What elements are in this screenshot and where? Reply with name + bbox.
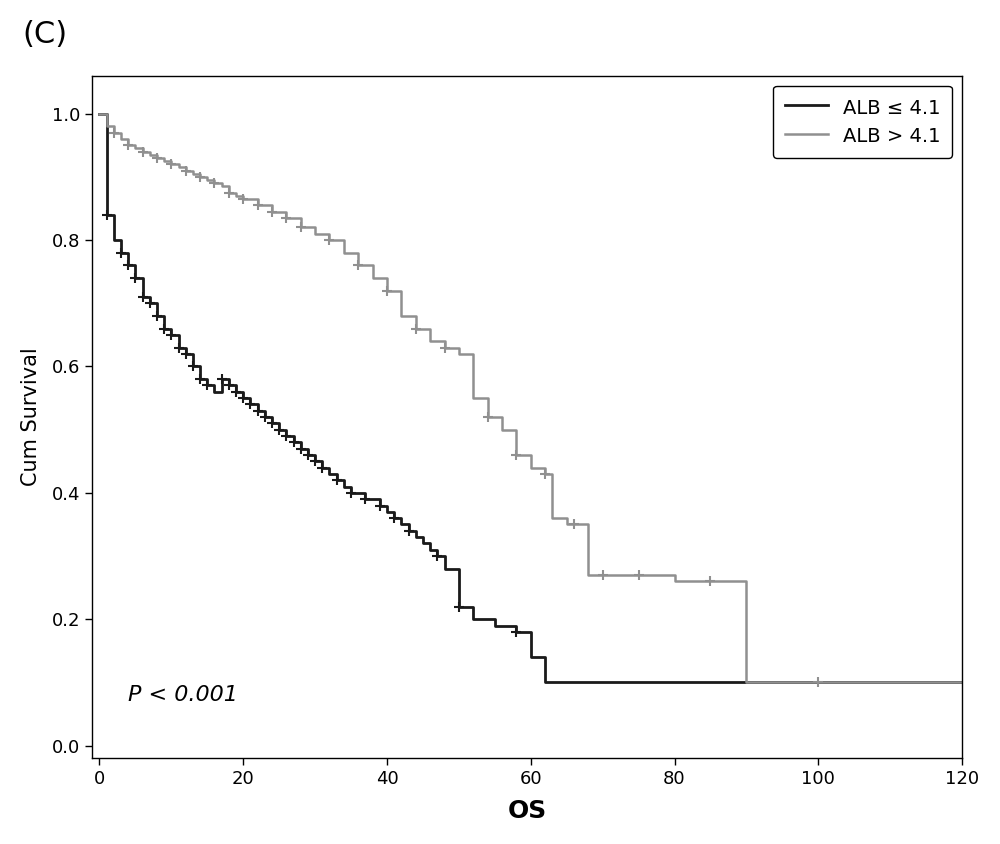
X-axis label: OS: OS [508,799,547,823]
Y-axis label: Cum Survival: Cum Survival [21,348,41,486]
Text: P < 0.001: P < 0.001 [128,685,238,706]
Text: (C): (C) [23,19,68,49]
Legend: ALB ≤ 4.1, ALB > 4.1: ALB ≤ 4.1, ALB > 4.1 [773,85,952,158]
